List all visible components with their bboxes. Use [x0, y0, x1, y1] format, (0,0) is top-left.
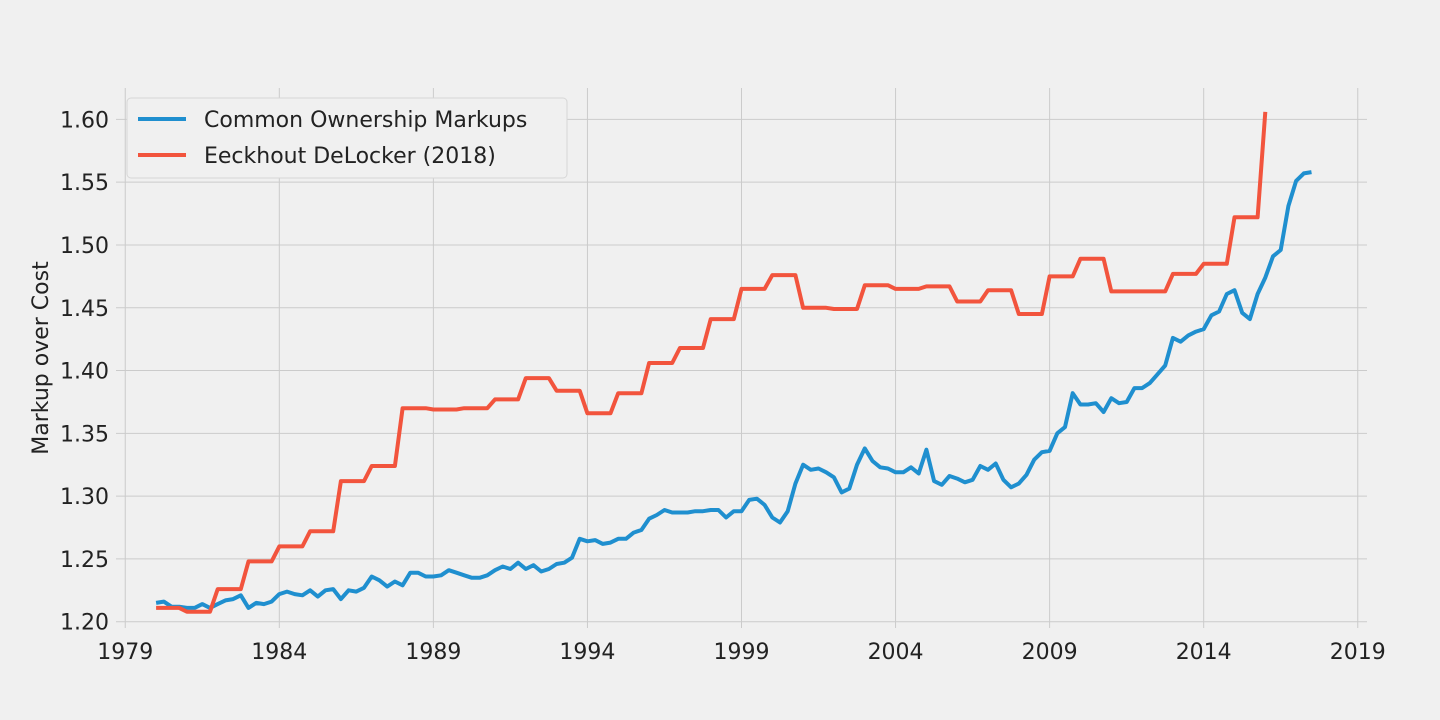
- series-lines: [155, 111, 1312, 614]
- y-tick-label: 1.30: [60, 485, 109, 510]
- x-tick-label: 2014: [1176, 640, 1232, 665]
- x-tick-label: 1999: [714, 640, 770, 665]
- y-axis-title: Markup over Cost: [29, 261, 54, 455]
- y-tick-label: 1.25: [60, 548, 109, 573]
- series-line-eeckhout-delocker: [156, 111, 1268, 614]
- y-tick-label: 1.60: [60, 108, 109, 133]
- series-line-common-ownership: [155, 170, 1312, 610]
- tick-labels: 1979 1984 1989 1994 1999 2004 2009 2014 2019 1.20…: [60, 108, 1386, 665]
- x-tick-label: 2004: [868, 640, 924, 665]
- legend-label-eeckhout-delocker: Eeckhout DeLocker (2018): [204, 144, 496, 169]
- y-tick-label: 1.40: [60, 360, 109, 385]
- x-tick-label: 1979: [97, 640, 153, 665]
- y-tick-label: 1.20: [60, 611, 109, 636]
- legend-box: [126, 97, 568, 179]
- y-tick-label: 1.50: [60, 234, 109, 259]
- y-tick-label: 1.35: [60, 422, 109, 447]
- x-tick-label: 2019: [1330, 640, 1386, 665]
- y-tick-label: 1.55: [60, 171, 109, 196]
- x-tick-label: 1984: [251, 640, 307, 665]
- legend: Common Ownership Markups Eeckhout DeLock…: [126, 97, 568, 179]
- y-tick-label: 1.45: [60, 297, 109, 322]
- legend-label-common-ownership: Common Ownership Markups: [204, 108, 527, 133]
- x-tick-label: 2009: [1022, 640, 1078, 665]
- x-tick-label: 1989: [405, 640, 461, 665]
- x-tick-label: 1994: [559, 640, 615, 665]
